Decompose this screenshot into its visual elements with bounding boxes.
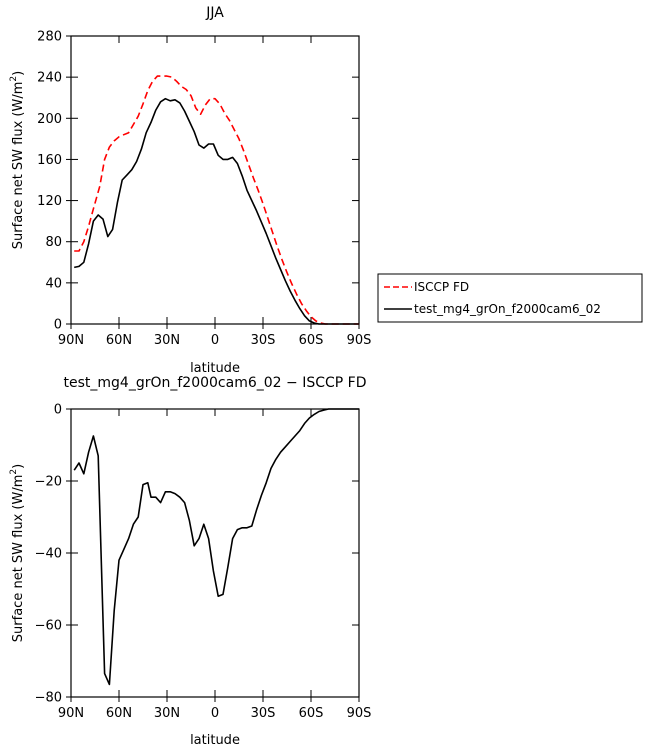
top-chart-series xyxy=(74,75,359,325)
legend-label-isccp: ISCCP FD xyxy=(414,280,469,294)
legend: ISCCP FD test_mg4_grOn_f2000cam6_02 xyxy=(377,273,643,323)
y-tick-label: 160 xyxy=(37,153,62,168)
x-tick-label: 90N xyxy=(58,706,84,721)
series-line-test xyxy=(73,408,359,686)
legend-label-test: test_mg4_grOn_f2000cam6_02 xyxy=(414,302,601,316)
top-chart-y-axis: 0 40 80 120 160 200 240 280 xyxy=(37,30,359,333)
series-line-isccp xyxy=(74,75,359,325)
x-tick-label: 30N xyxy=(154,333,180,348)
bottom-chart-frame xyxy=(70,408,360,698)
bottom-chart-x-axis: 90N 60N 30N 0 30S 60S 90S xyxy=(58,409,372,721)
x-tick-label: 90N xyxy=(58,333,84,348)
series-line-test xyxy=(74,97,359,325)
top-chart-ylabel: Surface net SW flux (W/m2) xyxy=(9,71,26,249)
x-tick-label: 0 xyxy=(211,333,219,348)
x-tick-label: 60N xyxy=(106,333,132,348)
y-tick-label: −80 xyxy=(35,691,62,706)
top-chart-frame xyxy=(70,35,360,325)
y-tick-label: 120 xyxy=(37,194,62,209)
top-chart-x-axis: 90N 60N 30N 0 30S 60S 90S xyxy=(58,36,372,348)
x-tick-label: 0 xyxy=(211,706,219,721)
y-tick-label: 200 xyxy=(37,112,62,127)
y-tick-label: −20 xyxy=(35,475,62,490)
y-tick-label: 280 xyxy=(37,30,62,45)
top-chart-title: JJA xyxy=(205,5,224,21)
x-tick-label: 90S xyxy=(347,333,372,348)
y-tick-label: 40 xyxy=(45,276,62,291)
y-tick-label: −60 xyxy=(35,619,62,634)
bottom-chart-xlabel: latitude xyxy=(190,733,240,748)
x-tick-label: 90S xyxy=(347,706,372,721)
bottom-chart-title: test_mg4_grOn_f2000cam6_02 − ISCCP FD xyxy=(64,375,367,391)
x-tick-label: 30N xyxy=(154,706,180,721)
top-chart-xlabel: latitude xyxy=(190,361,240,376)
y-tick-label: 0 xyxy=(54,318,62,333)
x-tick-label: 60S xyxy=(299,706,324,721)
x-tick-label: 60N xyxy=(106,706,132,721)
x-tick-label: 60S xyxy=(299,333,324,348)
x-tick-label: 30S xyxy=(251,706,276,721)
x-tick-label: 30S xyxy=(251,333,276,348)
legend-box xyxy=(377,273,643,323)
bottom-chart-series xyxy=(73,408,359,686)
top-chart: JJA Surface net SW flux (W/m2) latitude … xyxy=(9,5,371,376)
y-tick-label: 80 xyxy=(45,235,62,250)
y-tick-label: −40 xyxy=(35,547,62,562)
bottom-chart-ylabel: Surface net SW flux (W/m2) xyxy=(9,464,26,642)
bottom-chart: test_mg4_grOn_f2000cam6_02 − ISCCP FD Su… xyxy=(9,375,371,748)
y-tick-label: 240 xyxy=(37,71,62,86)
y-tick-label: 0 xyxy=(54,403,62,418)
bottom-chart-y-axis: −80 −60 −40 −20 0 xyxy=(35,403,359,706)
